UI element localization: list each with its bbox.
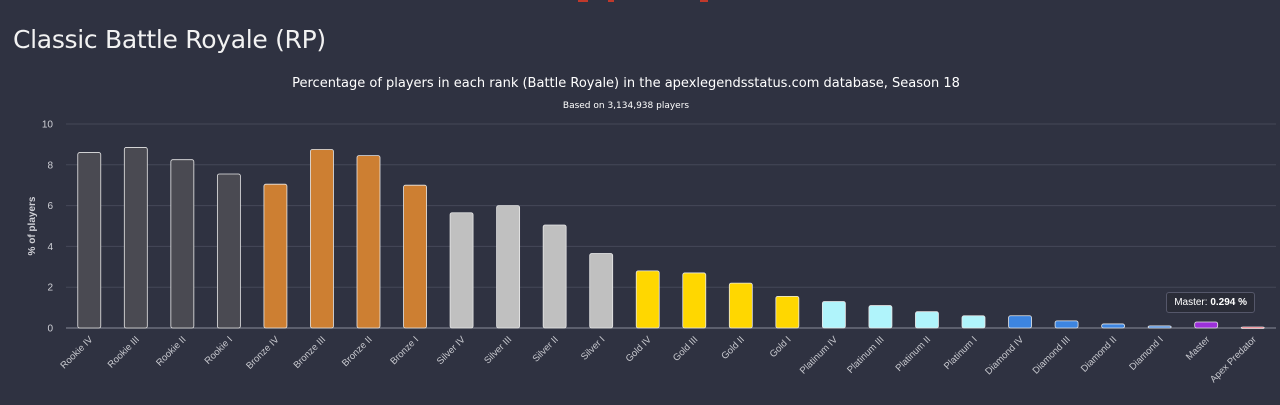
x-axis-labels: Rookie IV Rookie III Rookie II Rookie I Bron… xyxy=(58,334,1258,385)
x-tick-label: Rookie II xyxy=(154,334,188,368)
x-tick-label: Gold II xyxy=(719,334,747,362)
top-edge-strip xyxy=(560,0,720,3)
bar-platinum-ii[interactable] xyxy=(915,311,939,329)
x-tick-label: Silver I xyxy=(579,334,607,362)
tooltip-label: Master: xyxy=(1174,297,1208,308)
x-tick-label: Apex Predator xyxy=(1208,334,1259,385)
x-tick-label: Gold I xyxy=(768,334,794,360)
x-tick-label: Bronze III xyxy=(292,334,329,371)
x-tick-label: Rookie I xyxy=(203,334,235,366)
bar-diamond-ii[interactable] xyxy=(1101,323,1126,329)
bar-silver-ii[interactable] xyxy=(542,224,567,329)
x-tick-label: Silver IV xyxy=(435,334,468,367)
x-tick-label: Gold III xyxy=(671,334,700,363)
chart-subtitle: Based on 3,134,938 players xyxy=(563,101,690,111)
bar-bronze-iii[interactable] xyxy=(310,149,334,329)
x-tick-label: Master xyxy=(1184,334,1212,362)
x-tick-label: Silver III xyxy=(482,334,514,366)
x-tick-label: Platinum I xyxy=(942,334,980,372)
y-tick-label: 2 xyxy=(47,283,53,294)
x-tick-label: Gold IV xyxy=(624,334,655,365)
bar-gold-i[interactable] xyxy=(775,295,800,329)
bar-diamond-iv[interactable] xyxy=(1008,315,1032,329)
y-axis-title: % of players xyxy=(27,196,38,255)
bar-platinum-i[interactable] xyxy=(961,315,986,329)
y-tick-label: 8 xyxy=(47,160,53,171)
x-tick-label: Diamond I xyxy=(1127,334,1165,372)
y-tick-label: 6 xyxy=(47,201,53,212)
x-tick-label: Platinum II xyxy=(894,334,934,374)
y-tick-label: 4 xyxy=(47,242,53,253)
x-tick-label: Rookie IV xyxy=(58,334,95,371)
bar-rookie-iii[interactable] xyxy=(123,147,148,329)
x-tick-label: Bronze IV xyxy=(244,334,282,372)
bar-bronze-iv[interactable] xyxy=(263,183,288,329)
chart-title: Percentage of players in each rank (Batt… xyxy=(292,76,960,91)
bar-bronze-i[interactable] xyxy=(403,184,427,329)
x-tick-label: Diamond IV xyxy=(983,334,1026,377)
y-tick-label: 0 xyxy=(47,324,53,335)
x-tick-label: Silver II xyxy=(531,334,561,364)
bar-diamond-i[interactable] xyxy=(1147,325,1172,329)
bar-gold-ii[interactable] xyxy=(728,282,753,329)
bar-silver-iii[interactable] xyxy=(496,205,521,329)
bars xyxy=(77,147,1265,329)
y-axis-ticks: 0 2 4 6 8 10 xyxy=(42,120,54,335)
bar-platinum-iii[interactable] xyxy=(868,305,893,329)
bar-apex-predator[interactable] xyxy=(1240,326,1265,329)
tooltip-value: 0.294 % xyxy=(1210,297,1248,308)
bar-rookie-ii[interactable] xyxy=(170,159,195,329)
bar-rookie-iv[interactable] xyxy=(77,152,102,329)
x-tick-label: Rookie III xyxy=(106,334,142,370)
x-tick-label: Platinum III xyxy=(845,334,886,375)
bar-gold-iv[interactable] xyxy=(635,270,660,329)
x-tick-label: Diamond II xyxy=(1079,334,1119,374)
x-tick-label: Diamond III xyxy=(1031,334,1073,376)
bar-platinum-iv[interactable] xyxy=(821,301,846,329)
bar-bronze-ii[interactable] xyxy=(356,155,381,329)
bar-master[interactable] xyxy=(1194,321,1219,329)
bar-silver-iv[interactable] xyxy=(449,212,474,329)
bar-diamond-iii[interactable] xyxy=(1054,320,1079,329)
grid-lines xyxy=(66,123,1276,329)
x-tick-label: Bronze II xyxy=(340,334,375,369)
x-tick-label: Platinum IV xyxy=(798,334,841,377)
bar-silver-i[interactable] xyxy=(589,253,614,329)
bar-tooltip: Master: 0.294 % xyxy=(1166,292,1256,313)
page-title: Classic Battle Royale (RP) xyxy=(13,24,326,54)
y-tick-label: 10 xyxy=(42,120,54,131)
bar-gold-iii[interactable] xyxy=(682,272,707,329)
bar-rookie-i[interactable] xyxy=(216,173,241,329)
x-tick-label: Bronze I xyxy=(388,334,421,367)
